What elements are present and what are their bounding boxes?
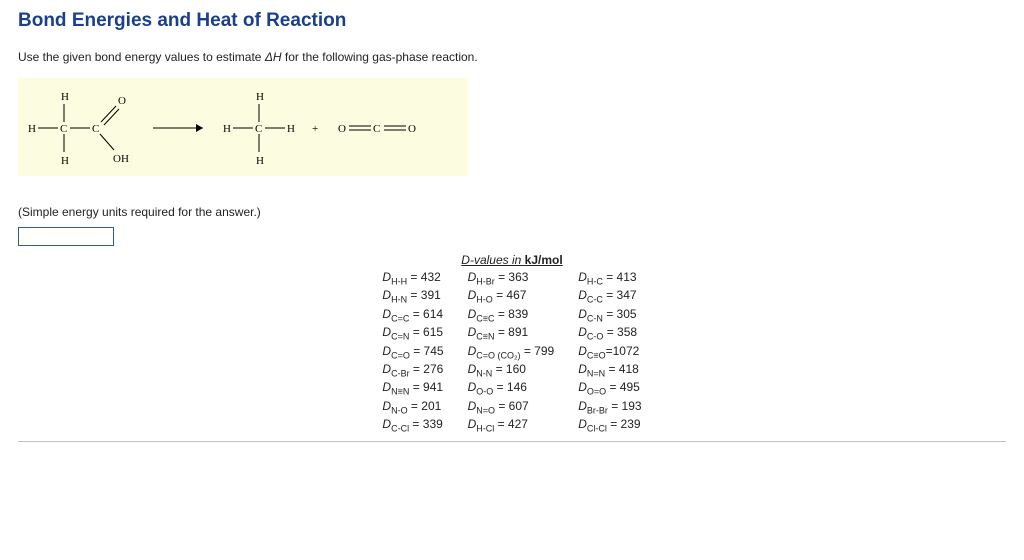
d-value-cell: DC-C = 347 xyxy=(578,287,641,305)
svg-text:H: H xyxy=(256,155,264,167)
d-value-cell: DCl-Cl = 239 xyxy=(578,416,641,434)
svg-text:OH: OH xyxy=(113,153,129,165)
svg-text:H: H xyxy=(287,123,295,135)
d-value-cell: DC=O (CO₂) = 799 xyxy=(468,343,579,361)
d-value-cell: DH-H = 432 xyxy=(382,269,467,287)
d-value-cell: DC=O = 745 xyxy=(382,343,467,361)
d-value-cell: DC≡N = 891 xyxy=(468,324,579,342)
d-values-wrap: D-values in kJ/mol DH-H = 432DH-Br = 363… xyxy=(18,252,1006,435)
d-value-cell: DH-O = 467 xyxy=(468,287,579,305)
svg-text:H: H xyxy=(256,91,264,103)
d-value-cell: DH-C = 413 xyxy=(578,269,641,287)
d-value-cell: DC-Br = 276 xyxy=(382,361,467,379)
instruction-pre: Use the given bond energy values to esti… xyxy=(18,50,265,64)
svg-text:C: C xyxy=(60,123,67,135)
d-header-pre: D-values in xyxy=(461,253,524,267)
d-value-cell: DN≡N = 941 xyxy=(382,379,467,397)
d-value-cell: DN=O = 607 xyxy=(468,398,579,416)
reaction-svg: H C C H H O OH H C H xyxy=(28,84,458,170)
svg-text:C: C xyxy=(92,123,99,135)
d-values-row: DC-Cl = 339DH-Cl = 427DCl-Cl = 239 xyxy=(382,416,641,434)
d-values-row: DH-H = 432DH-Br = 363DH-C = 413 xyxy=(382,269,641,287)
d-value-cell: DC=C = 614 xyxy=(382,306,467,324)
d-value-cell: DC-N = 305 xyxy=(578,306,641,324)
svg-text:H: H xyxy=(223,123,231,135)
svg-text:H: H xyxy=(61,91,69,103)
divider xyxy=(18,441,1006,442)
answer-note: (Simple energy units required for the an… xyxy=(18,205,1006,219)
d-value-cell: DC-O = 358 xyxy=(578,324,641,342)
d-value-cell: DC≡C = 839 xyxy=(468,306,579,324)
svg-text:O: O xyxy=(338,123,346,135)
d-value-cell: DH-Cl = 427 xyxy=(468,416,579,434)
answer-input[interactable] xyxy=(18,227,114,246)
delta-h: ΔH xyxy=(265,50,282,64)
d-value-cell: DH-N = 391 xyxy=(382,287,467,305)
svg-text:+: + xyxy=(312,123,318,135)
page-title: Bond Energies and Heat of Reaction xyxy=(18,10,1006,32)
d-header-bold: kJ/mol xyxy=(525,253,563,267)
d-value-cell: DN-O = 201 xyxy=(382,398,467,416)
svg-text:H: H xyxy=(61,155,69,167)
d-values-row: DN-O = 201DN=O = 607DBr-Br = 193 xyxy=(382,398,641,416)
d-values-row: DC-Br = 276DN-N = 160DN=N = 418 xyxy=(382,361,641,379)
svg-text:C: C xyxy=(255,123,262,135)
instruction-post: for the following gas-phase reaction. xyxy=(282,50,478,64)
d-value-cell: DO=O = 495 xyxy=(578,379,641,397)
instruction: Use the given bond energy values to esti… xyxy=(18,50,1006,64)
d-values-row: DC=C = 614DC≡C = 839DC-N = 305 xyxy=(382,306,641,324)
d-value-cell: DC=N = 615 xyxy=(382,324,467,342)
d-value-cell: DO-O = 146 xyxy=(468,379,579,397)
d-value-cell: DC≡O=1072 xyxy=(578,343,641,361)
d-value-cell: DBr-Br = 193 xyxy=(578,398,641,416)
d-values-header: D-values in kJ/mol xyxy=(382,252,641,269)
d-values-row: DN≡N = 941DO-O = 146DO=O = 495 xyxy=(382,379,641,397)
svg-text:C: C xyxy=(373,123,380,135)
d-value-cell: DC-Cl = 339 xyxy=(382,416,467,434)
d-values-row: DC=O = 745DC=O (CO₂) = 799DC≡O=1072 xyxy=(382,343,641,361)
d-value-cell: DN=N = 418 xyxy=(578,361,641,379)
d-value-cell: DH-Br = 363 xyxy=(468,269,579,287)
d-values-row: DH-N = 391DH-O = 467DC-C = 347 xyxy=(382,287,641,305)
svg-text:O: O xyxy=(118,95,126,107)
d-values-table: D-values in kJ/mol DH-H = 432DH-Br = 363… xyxy=(382,252,641,435)
svg-text:O: O xyxy=(408,123,416,135)
reaction-diagram: H C C H H O OH H C H xyxy=(18,78,468,176)
d-values-row: DC=N = 615DC≡N = 891DC-O = 358 xyxy=(382,324,641,342)
svg-text:H: H xyxy=(28,123,36,135)
d-values-body: DH-H = 432DH-Br = 363DH-C = 413DH-N = 39… xyxy=(382,269,641,435)
d-value-cell: DN-N = 160 xyxy=(468,361,579,379)
